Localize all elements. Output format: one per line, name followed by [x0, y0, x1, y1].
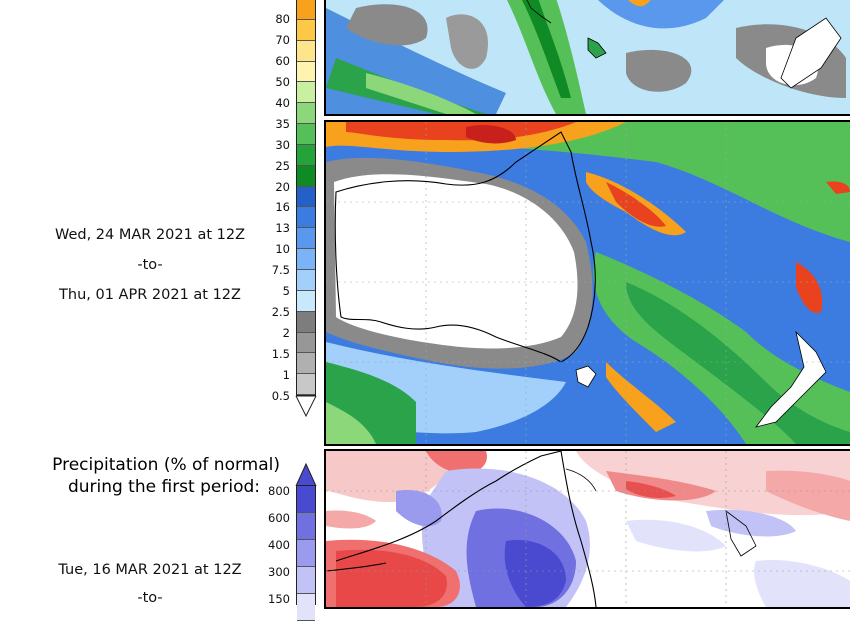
rainfall-tick-label: 20: [275, 179, 290, 194]
anomaly-map: [326, 451, 850, 607]
rainfall-colorbar-segment: [297, 165, 315, 187]
rainfall-tick-label: 2.5: [271, 305, 290, 320]
rainfall-colorbar-segment: [297, 82, 315, 104]
rainfall-colorbar-segment: [297, 228, 315, 250]
anomaly-colorbar-arrow: [295, 462, 317, 486]
period-one-connector: -to-: [137, 590, 163, 606]
anomaly-title-line1: Precipitation (% of normal): [52, 455, 280, 475]
rainfall-tick-label: 1: [282, 368, 290, 383]
rainfall-colorbar-segment: [297, 332, 315, 354]
anomaly-colorbar: [296, 485, 316, 621]
rainfall-colorbar-segment: [297, 186, 315, 208]
rainfall-tick-label: 80: [275, 11, 290, 26]
anomaly-title-line2: during the first period:: [67, 477, 260, 497]
anomaly-tick-label: 800: [268, 484, 290, 498]
rainfall-tick-label: 25: [275, 158, 290, 173]
anomaly-tick-label: 400: [268, 538, 290, 552]
rainfall-tick-label: 7.5: [271, 263, 290, 278]
rainfall-colorbar-segment: [297, 290, 315, 312]
period-two-end: Thu, 01 APR 2021 at 12Z: [59, 287, 241, 303]
rainfall-colorbar-segment: [297, 19, 315, 41]
rainfall-colorbar-segment: [297, 144, 315, 166]
rainfall-colorbar-segment: [297, 124, 315, 145]
rainfall-tick-label: 35: [275, 116, 290, 131]
rainfall-tick-label: 30: [275, 137, 290, 152]
rainfall-colorbar-segment: [297, 269, 315, 291]
rainfall-colorbar-segment: [297, 311, 315, 333]
rainfall-colorbar-segment: [297, 61, 315, 83]
rainfall-tick-label: 1.5: [271, 347, 290, 362]
anomaly-colorbar-segment: [297, 513, 315, 540]
anomaly-colorbar-segment: [297, 567, 315, 594]
anomaly-colorbar-segment: [297, 540, 315, 567]
rainfall-tick-label: 2: [282, 326, 290, 341]
anomaly-tick-label: 600: [268, 511, 290, 525]
rainfall-tick-label: 0.5: [271, 389, 290, 403]
rainfall-map-panel-middle: [324, 120, 850, 446]
anomaly-tick-label: 300: [268, 565, 290, 579]
rainfall-tick-label: 16: [275, 200, 290, 215]
rainfall-colorbar-segment: [297, 0, 315, 20]
rainfall-colorbar-segments: [297, 0, 315, 396]
anomaly-map-panel: [324, 449, 850, 609]
rainfall-colorbar: [296, 0, 316, 396]
rainfall-tick-label: 13: [275, 221, 290, 236]
anomaly-colorbar-segment: [297, 486, 315, 513]
rainfall-colorbar-arrow: [295, 396, 317, 418]
period-one-start: Tue, 16 MAR 2021 at 12Z: [58, 562, 242, 578]
rainfall-colorbar-segment: [297, 40, 315, 62]
rainfall-colorbar-segment: [297, 249, 315, 270]
rainfall-map-top: [326, 0, 850, 114]
period-two-start: Wed, 24 MAR 2021 at 12Z: [54, 227, 246, 243]
rainfall-map-panel-top: [324, 0, 850, 116]
rainfall-colorbar-segment: [297, 353, 315, 375]
rainfall-tick-label: 60: [275, 53, 290, 68]
rainfall-map-middle: [326, 122, 850, 444]
period-two-connector: -to-: [137, 257, 163, 273]
rainfall-tick-label: 5: [282, 284, 290, 299]
rainfall-tick-label: 50: [275, 74, 290, 89]
rainfall-colorbar-segment: [297, 103, 315, 125]
rainfall-tick-label: 40: [275, 95, 290, 110]
anomaly-colorbar-segments: [297, 486, 315, 621]
rainfall-tick-label: 70: [275, 32, 290, 47]
rainfall-colorbar-segment: [297, 207, 315, 229]
rainfall-tick-label: 10: [275, 242, 290, 257]
rainfall-colorbar-segment: [297, 374, 315, 396]
